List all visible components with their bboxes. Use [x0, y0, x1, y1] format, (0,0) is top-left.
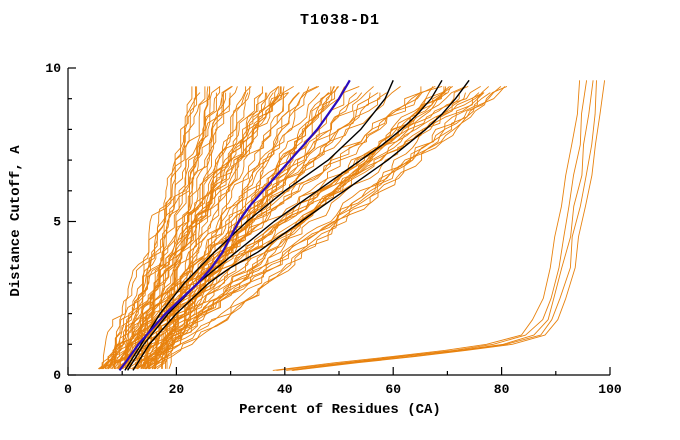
curve-orange-model: [115, 86, 490, 370]
curve-black-model: [124, 80, 394, 371]
x-axis-label: Percent of Residues (CA): [239, 402, 441, 418]
y-tick-label: 10: [45, 61, 61, 76]
curve-orange-model: [101, 92, 267, 369]
curve-orange-model: [137, 86, 310, 370]
curve-orange-outlier: [272, 80, 581, 371]
curve-orange-model: [153, 86, 263, 370]
curve-orange-outlier: [276, 80, 588, 371]
curve-orange-outlier: [286, 80, 594, 371]
curve-black-model: [132, 79, 470, 371]
curve-orange-model: [127, 92, 442, 370]
curve-orange-model: [146, 92, 379, 369]
curve-orange-model: [145, 92, 491, 370]
curve-orange-model: [107, 92, 217, 370]
curve-orange-model: [161, 86, 247, 369]
curve-orange-model: [105, 86, 196, 370]
x-tick-label: 100: [598, 382, 622, 397]
x-tick-label: 20: [169, 382, 185, 397]
curve-orange-model: [122, 92, 484, 370]
curve-orange-model: [148, 92, 460, 370]
x-tick-label: 40: [277, 382, 293, 397]
x-tick-label: 80: [494, 382, 510, 397]
y-tick-label: 5: [53, 215, 61, 230]
x-tick-label: 0: [64, 382, 72, 397]
curve-black-model: [127, 79, 443, 371]
curve-orange-model: [147, 86, 447, 370]
x-tick-label: 60: [385, 382, 401, 397]
curve-orange-outlier: [292, 80, 606, 371]
curve-orange-model: [100, 86, 221, 370]
curve-orange-model: [120, 86, 206, 369]
curve-orange-model: [114, 92, 300, 369]
y-tick-label: 0: [53, 368, 61, 383]
curve-orange-model: [143, 86, 211, 369]
curve-orange-outlier: [291, 80, 597, 371]
curve-orange-model: [111, 86, 335, 370]
curve-orange-model: [137, 86, 502, 370]
curve-orange-model: [166, 92, 329, 369]
chart-title: T1038-D1: [299, 12, 380, 29]
curve-orange-model: [143, 86, 338, 370]
curve-orange-model: [154, 85, 318, 369]
curve-orange-model: [98, 92, 480, 370]
curve-blue-model: [118, 79, 351, 372]
curve-orange-model: [114, 92, 421, 369]
curve-orange-model: [117, 92, 231, 370]
curve-orange-model: [135, 86, 506, 370]
y-axis-label: Distance Cutoff, A: [8, 145, 24, 297]
curve-orange-model: [100, 92, 201, 370]
